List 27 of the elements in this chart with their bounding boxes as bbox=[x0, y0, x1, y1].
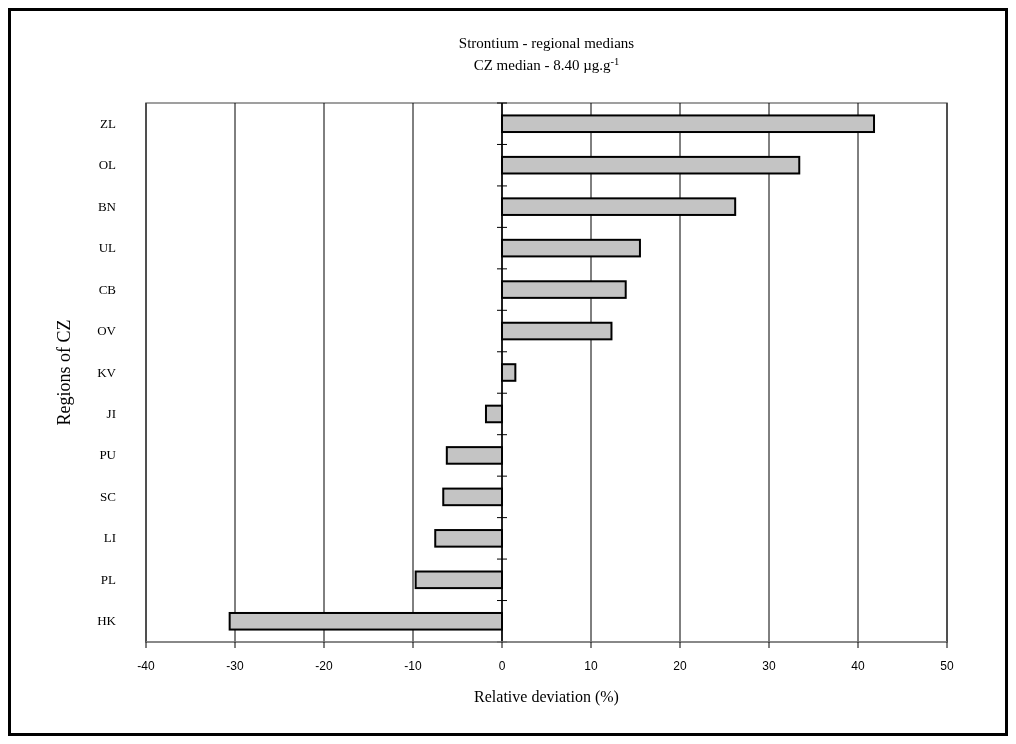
y-tick-label: OL bbox=[98, 157, 117, 173]
y-tick-label: SC bbox=[100, 488, 116, 504]
y-tick-label: PU bbox=[99, 447, 117, 463]
y-tick-label: ZL bbox=[100, 115, 117, 131]
y-tick-label: PL bbox=[100, 571, 117, 587]
y-tick-label: LI bbox=[103, 530, 116, 546]
x-tick-label: 0 bbox=[498, 659, 506, 673]
y-tick-label: JI bbox=[106, 405, 116, 421]
x-tick-label: -30 bbox=[226, 659, 244, 673]
x-tick-label: -10 bbox=[404, 659, 422, 673]
x-tick-label: 50 bbox=[940, 659, 954, 673]
x-axis-title: Relative deviation (%) bbox=[474, 688, 619, 706]
y-tick-label: BN bbox=[97, 198, 117, 214]
y-tick-label: OV bbox=[97, 323, 117, 339]
x-tick-label: 30 bbox=[762, 659, 776, 673]
x-tick-label: 20 bbox=[673, 659, 687, 673]
x-tick-label: 40 bbox=[851, 659, 865, 673]
x-tick-label: 10 bbox=[584, 659, 598, 673]
chart-subtitle: CZ median - 8.40 µg.g$^{-1}$ bbox=[473, 55, 620, 73]
y-tick-label: KV bbox=[97, 364, 117, 380]
x-tick-label: -40 bbox=[137, 659, 155, 673]
x-tick-label: -20 bbox=[315, 659, 333, 673]
y-tick-label: CB bbox=[98, 281, 117, 297]
y-tick-label: HK bbox=[97, 613, 117, 629]
y-tick-label: UL bbox=[98, 240, 117, 256]
chart-title: Strontium - regional medians bbox=[458, 35, 635, 51]
y-axis-title: Regions of CZ bbox=[54, 319, 74, 426]
